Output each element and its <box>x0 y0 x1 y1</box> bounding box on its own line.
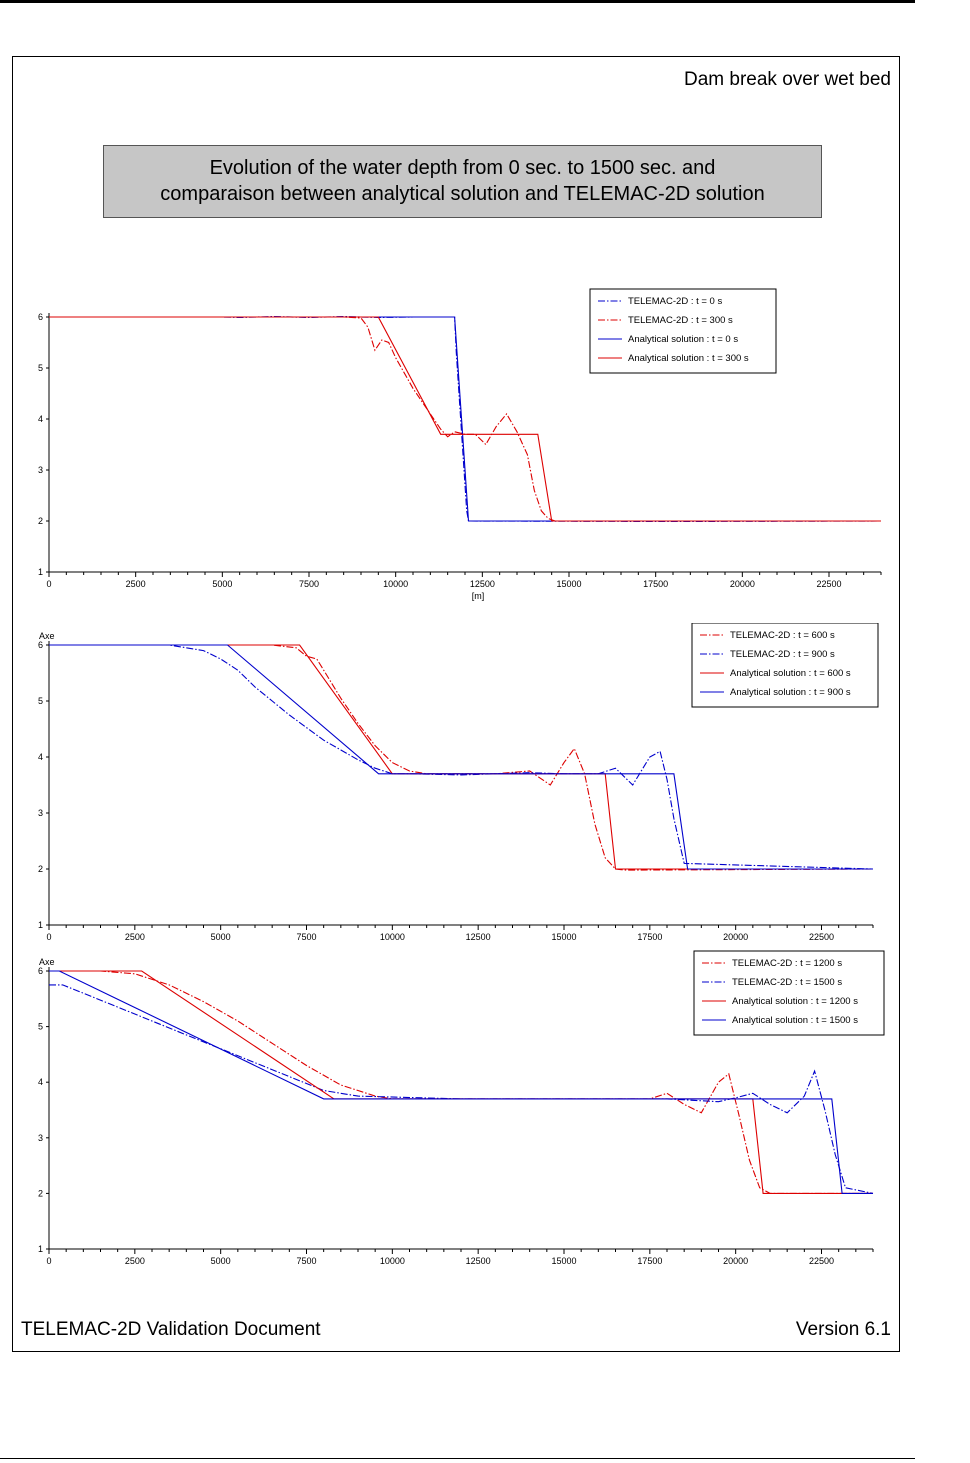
legend-label: Analytical solution : t = 300 s <box>628 353 749 364</box>
series-line-2 <box>49 316 881 522</box>
x-tick-label: 0 <box>46 579 51 589</box>
x-tick-label: 12500 <box>466 1256 491 1266</box>
x-tick-label: 22500 <box>816 579 841 589</box>
x-tick-label: 0 <box>46 1256 51 1266</box>
legend-label: TELEMAC-2D : t = 300 s <box>628 315 733 326</box>
caption-line-1: Evolution of the water depth from 0 sec.… <box>209 157 716 179</box>
caption-line-2: comparaison between analytical solution … <box>160 183 765 205</box>
x-tick-label: 12500 <box>466 932 491 942</box>
chart-t600-900: Axe 1 2 3 4 5 6 0 2500 5000 7500 10000 12500 15000 175… <box>33 623 893 943</box>
figure-title: Dam break over wet bed <box>684 69 891 90</box>
x-tick-label: 2500 <box>126 579 146 589</box>
y-tick-label: 2 <box>38 864 43 874</box>
top-rule <box>0 0 915 3</box>
x-axis-label: [m] <box>472 591 485 601</box>
y-tick-label: 5 <box>38 1022 43 1032</box>
chart-t0-300: 1 2 3 4 5 6 0 2500 5000 7500 10000 12500 15000 17500 2… <box>33 285 893 605</box>
y-tick-label: 4 <box>38 414 43 424</box>
y-tick-label: 6 <box>38 966 43 976</box>
x-tick-label: 17500 <box>637 932 662 942</box>
legend-label: TELEMAC-2D : t = 1500 s <box>732 977 842 988</box>
bottom-rule <box>0 1458 915 1459</box>
y-tick-label: 4 <box>38 1077 43 1087</box>
legend-label: Analytical solution : t = 900 s <box>730 687 851 698</box>
legend-label: Analytical solution : t = 0 s <box>628 334 738 345</box>
chart-axis-caption: Axe <box>39 631 55 641</box>
y-tick-label: 1 <box>38 567 43 577</box>
chart-1-svg: Axe 1 2 3 4 5 6 0 2500 5000 7500 10000 12500 15000 175… <box>38 623 879 942</box>
y-tick-label: 5 <box>38 363 43 373</box>
x-tick-label: 15000 <box>551 1256 576 1266</box>
x-tick-label: 20000 <box>730 579 755 589</box>
x-tick-label: 15000 <box>556 579 581 589</box>
y-tick-label: 3 <box>38 1133 43 1143</box>
legend-box <box>691 623 879 708</box>
series-line-4 <box>49 316 881 522</box>
x-tick-label: 17500 <box>643 579 668 589</box>
legend-label: Analytical solution : t = 1500 s <box>732 1015 858 1026</box>
chart-2-svg: Axe 1 2 3 4 5 6 0 2500 5000 7500 10000 12500 15000 175… <box>38 950 885 1266</box>
y-tick-label: 1 <box>38 920 43 930</box>
x-tick-label: 2500 <box>125 932 145 942</box>
x-tick-label: 10000 <box>383 579 408 589</box>
y-tick-label: 2 <box>38 516 43 526</box>
y-tick-label: 6 <box>38 312 43 322</box>
x-tick-label: 17500 <box>637 1256 662 1266</box>
x-tick-label: 22500 <box>809 1256 834 1266</box>
x-tick-label: 10000 <box>380 932 405 942</box>
x-tick-label: 5000 <box>212 579 232 589</box>
x-tick-label: 20000 <box>723 932 748 942</box>
chart-0-svg: 1 2 3 4 5 6 0 2500 5000 7500 10000 12500 15000 17500 2… <box>38 288 882 601</box>
x-tick-label: 5000 <box>211 932 231 942</box>
legend-label: TELEMAC-2D : t = 1200 s <box>732 958 842 969</box>
chart-t1200-1500: Axe 1 2 3 4 5 6 0 2500 5000 7500 10000 12500 15000 175… <box>33 947 893 1267</box>
y-tick-label: 3 <box>38 808 43 818</box>
y-tick-label: 3 <box>38 465 43 475</box>
legend-label: Analytical solution : t = 600 s <box>730 668 851 679</box>
x-tick-label: 7500 <box>296 1256 316 1266</box>
x-tick-label: 5000 <box>211 1256 231 1266</box>
legend-label: TELEMAC-2D : t = 0 s <box>628 296 722 307</box>
footer-version: Version 6.1 <box>795 1319 891 1340</box>
y-tick-label: 1 <box>38 1244 43 1254</box>
x-tick-label: 7500 <box>296 932 316 942</box>
x-tick-label: 15000 <box>551 932 576 942</box>
x-tick-label: 20000 <box>723 1256 748 1266</box>
legend-label: Analytical solution : t = 1200 s <box>732 996 858 1007</box>
footer-document-title: TELEMAC-2D Validation Document <box>21 1319 321 1340</box>
x-tick-label: 12500 <box>470 579 495 589</box>
x-tick-label: 2500 <box>125 1256 145 1266</box>
series-line-4 <box>49 970 873 1194</box>
x-tick-label: 22500 <box>809 932 834 942</box>
y-tick-label: 6 <box>38 640 43 650</box>
y-tick-label: 4 <box>38 752 43 762</box>
figure-frame: Dam break over wet bed Evolution of the … <box>12 56 900 1352</box>
chart-axis-caption: Axe <box>39 957 55 967</box>
x-tick-label: 0 <box>46 932 51 942</box>
series-line-4 <box>49 644 873 870</box>
legend-box <box>693 950 885 1036</box>
caption-box: Evolution of the water depth from 0 sec.… <box>103 145 822 218</box>
x-tick-label: 7500 <box>299 579 319 589</box>
legend-label: TELEMAC-2D : t = 900 s <box>730 649 835 660</box>
legend-box <box>589 288 777 374</box>
y-tick-label: 2 <box>38 1188 43 1198</box>
y-tick-label: 5 <box>38 696 43 706</box>
series-line-2 <box>49 984 874 1194</box>
legend-label: TELEMAC-2D : t = 600 s <box>730 630 835 641</box>
x-tick-label: 10000 <box>380 1256 405 1266</box>
